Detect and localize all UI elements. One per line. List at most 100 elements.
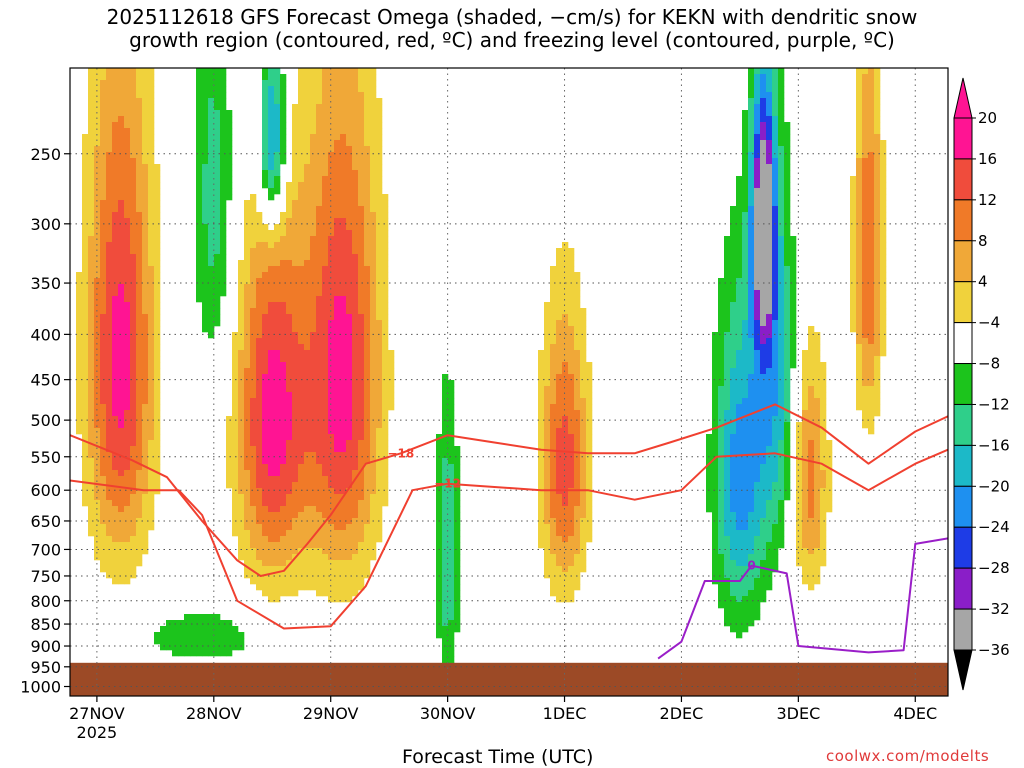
omega-cell (340, 404, 347, 411)
omega-cell (754, 308, 761, 315)
omega-cell (202, 236, 209, 243)
omega-cell (370, 362, 377, 369)
omega-cell (322, 110, 329, 117)
omega-cell (220, 134, 227, 141)
omega-cell (352, 542, 359, 549)
omega-cell (778, 350, 785, 357)
omega-cell (784, 320, 791, 327)
omega-cell (346, 458, 353, 465)
omega-cell (562, 410, 569, 417)
omega-cell (280, 320, 287, 327)
omega-cell (712, 458, 719, 465)
omega-cell (334, 68, 341, 75)
omega-cell (586, 518, 593, 525)
omega-cell (712, 410, 719, 417)
omega-cell (310, 464, 317, 471)
omega-cell (760, 464, 767, 471)
omega-cell (340, 158, 347, 165)
omega-cell (262, 122, 269, 129)
omega-cell (274, 506, 281, 513)
omega-cell (268, 596, 275, 603)
omega-cell (208, 146, 215, 153)
omega-cell (124, 224, 131, 231)
omega-cell (106, 434, 113, 441)
omega-cell (100, 362, 107, 369)
omega-cell (358, 410, 365, 417)
omega-cell (250, 536, 257, 543)
omega-cell (352, 308, 359, 315)
omega-cell (742, 608, 749, 615)
omega-cell (274, 596, 281, 603)
omega-cell (748, 416, 755, 423)
omega-cell (352, 548, 359, 555)
omega-cell (760, 590, 767, 597)
omega-cell (760, 500, 767, 507)
omega-cell (724, 584, 731, 591)
omega-cell (196, 242, 203, 249)
omega-cell (346, 572, 353, 579)
omega-cell (130, 98, 137, 105)
omega-cell (772, 128, 779, 135)
omega-cell (748, 314, 755, 321)
omega-cell (364, 494, 371, 501)
omega-cell (346, 242, 353, 249)
omega-cell (148, 410, 155, 417)
omega-cell (298, 494, 305, 501)
omega-cell (274, 86, 281, 93)
omega-cell (298, 308, 305, 315)
omega-cell (268, 548, 275, 555)
omega-cell (568, 350, 575, 357)
omega-cell (370, 110, 377, 117)
omega-cell (322, 332, 329, 339)
omega-cell (568, 446, 575, 453)
omega-cell (232, 434, 239, 441)
omega-cell (130, 524, 137, 531)
omega-cell (562, 470, 569, 477)
omega-cell (742, 428, 749, 435)
omega-cell (748, 572, 755, 579)
omega-cell (268, 170, 275, 177)
omega-cell (238, 542, 245, 549)
omega-cell (310, 482, 317, 489)
omega-cell (334, 194, 341, 201)
omega-cell (208, 104, 215, 111)
omega-cell (250, 236, 257, 243)
omega-cell (718, 344, 725, 351)
omega-cell (322, 134, 329, 141)
omega-cell (748, 92, 755, 99)
omega-cell (772, 500, 779, 507)
omega-cell (556, 554, 563, 561)
omega-cell (544, 380, 551, 387)
omega-cell (352, 98, 359, 105)
omega-cell (568, 260, 575, 267)
omega-cell (268, 284, 275, 291)
omega-cell (106, 158, 113, 165)
omega-cell (580, 494, 587, 501)
omega-cell (310, 488, 317, 495)
omega-cell (304, 584, 311, 591)
omega-cell (106, 452, 113, 459)
omega-cell (112, 452, 119, 459)
omega-cell (376, 194, 383, 201)
omega-cell (442, 590, 449, 597)
omega-cell (82, 488, 89, 495)
omega-cell (310, 146, 317, 153)
omega-cell (208, 650, 215, 657)
omega-cell (262, 440, 269, 447)
omega-cell (328, 134, 335, 141)
omega-cell (124, 494, 131, 501)
omega-cell (364, 272, 371, 279)
omega-cell (214, 230, 221, 237)
omega-cell (142, 86, 149, 93)
omega-cell (250, 362, 257, 369)
omega-cell (718, 560, 725, 567)
omega-cell (574, 362, 581, 369)
omega-cell (316, 140, 323, 147)
omega-cell (718, 362, 725, 369)
omega-cell (196, 128, 203, 135)
omega-cell (340, 260, 347, 267)
omega-cell (748, 254, 755, 261)
omega-cell (736, 566, 743, 573)
omega-cell (772, 332, 779, 339)
omega-cell (118, 92, 125, 99)
